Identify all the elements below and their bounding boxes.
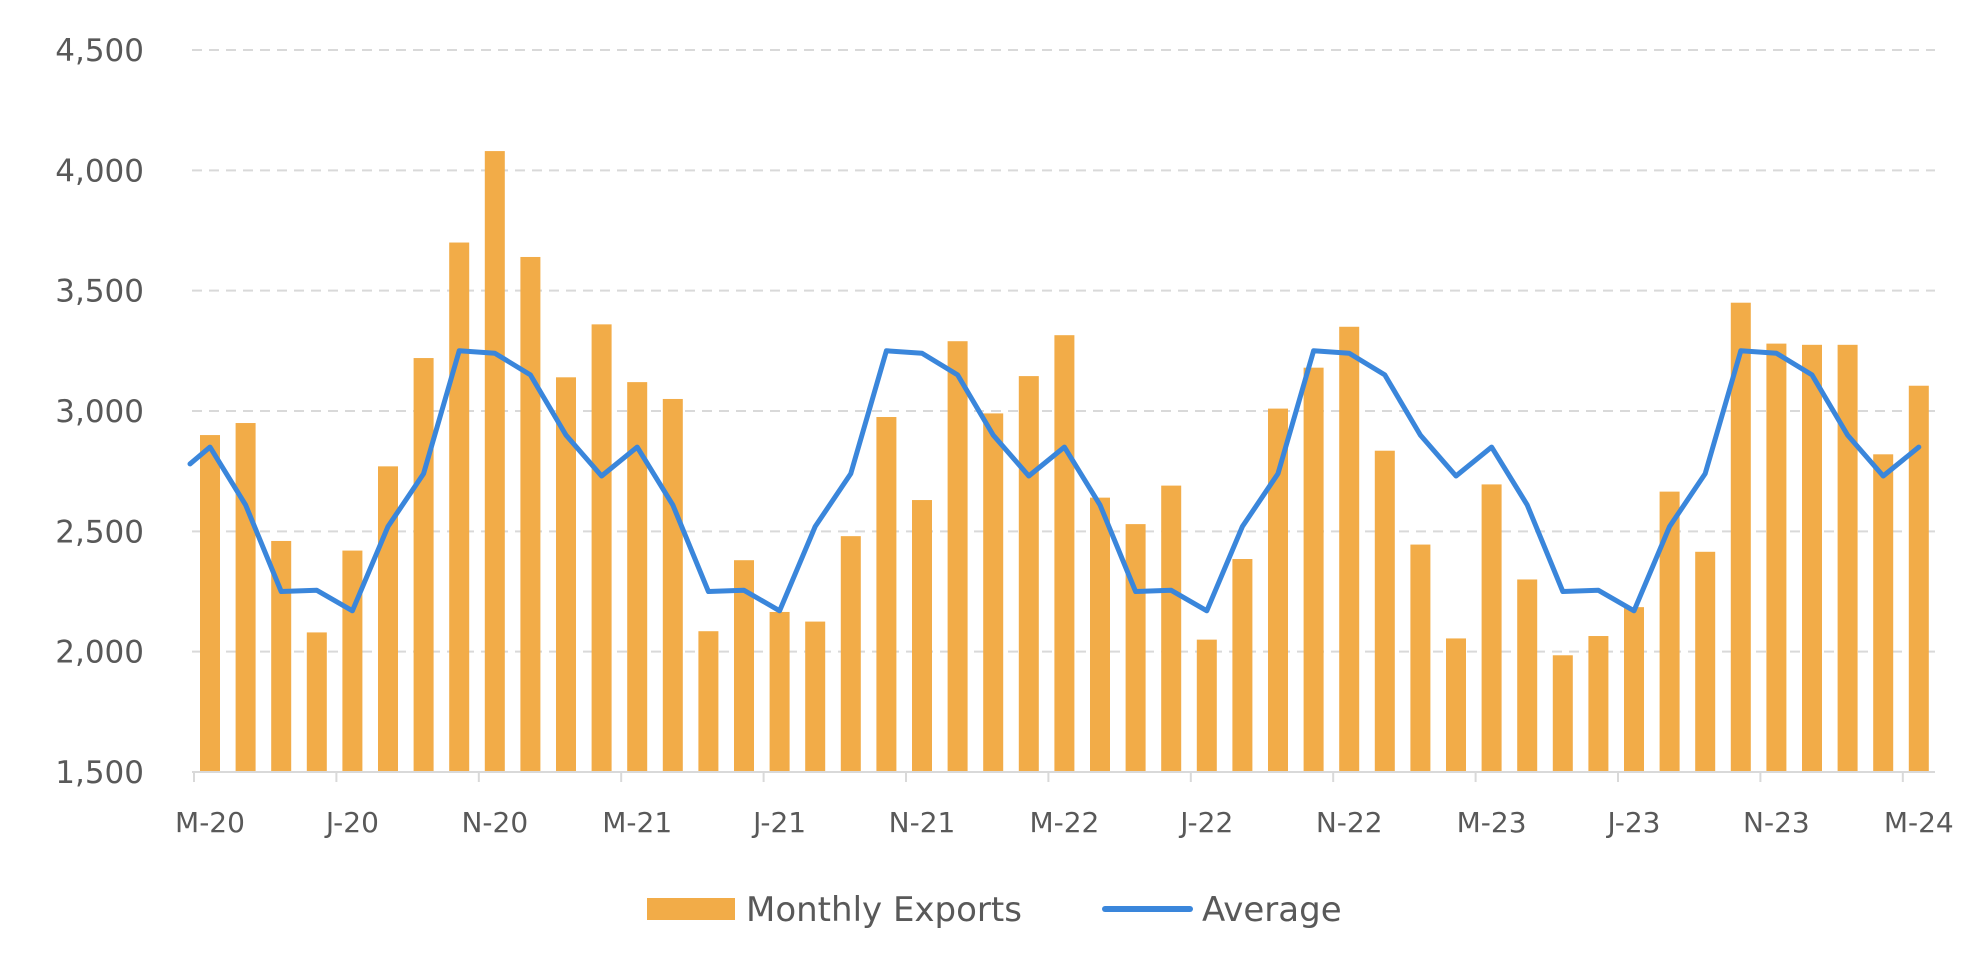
y-axis: 1,500 2,000 2,500 3,000 3,500 4,000 4,500 [55, 33, 144, 791]
bar-monthly-exports-2022-08 [1232, 559, 1253, 772]
bar-monthly-exports-2021-02 [591, 324, 612, 772]
bar-monthly-exports-2023-08 [1659, 491, 1680, 772]
bar-monthly-exports-2021-03 [627, 382, 648, 772]
bar-monthly-exports-2021-11 [912, 500, 932, 772]
bar-monthly-exports-2021-09 [840, 536, 861, 772]
average-line-group [187, 348, 1922, 614]
bar-monthly-exports-2021-10 [876, 417, 897, 772]
bar-monthly-exports-2020-04 [235, 423, 256, 772]
legend-label-average: Average [1202, 890, 1342, 930]
y-tick-label: 1,500 [55, 755, 144, 791]
bar-monthly-exports-2020-12 [520, 256, 541, 772]
bar-monthly-exports-2022-05 [1125, 524, 1146, 772]
x-tick-label: M-22 [1029, 806, 1099, 839]
bar-monthly-exports-2022-12 [1374, 450, 1395, 772]
x-tick-label: J-23 [1606, 806, 1661, 839]
bar-monthly-exports-2023-01 [1410, 544, 1431, 772]
bar-monthly-exports-2022-02 [1018, 376, 1039, 772]
x-axis: M-20 J-20 N-20 M-21 J-21 N-21 M-22 J-22 N-22 M-23… [175, 771, 1954, 839]
x-tick-label: N-21 [889, 806, 956, 839]
y-tick-label: 4,500 [55, 33, 144, 69]
y-tick-label: 3,000 [55, 394, 144, 430]
bar-monthly-exports-2022-03 [1054, 335, 1075, 772]
bar-monthly-exports-2022-11 [1339, 326, 1360, 772]
bar-monthly-exports-2020-03 [200, 435, 220, 772]
x-tick-label: M-20 [175, 806, 245, 839]
bar-monthly-exports-2020-10 [449, 242, 470, 773]
bar-monthly-exports-2022-01 [983, 413, 1004, 772]
bar-monthly-exports-2023-12 [1802, 344, 1822, 772]
bar-monthly-exports-2020-06 [306, 632, 327, 772]
y-tick-label: 2,000 [55, 635, 144, 671]
y-tick-label: 2,500 [55, 514, 144, 550]
bar-monthly-exports-2021-07 [769, 611, 790, 772]
x-tick-label: J-20 [324, 806, 379, 839]
monthly-exports-bars [200, 151, 1929, 773]
x-tick-label: J-21 [751, 806, 806, 839]
bar-monthly-exports-2024-03 [1908, 385, 1929, 772]
legend-label-monthly-exports: Monthly Exports [746, 890, 1022, 930]
bar-monthly-exports-2020-09 [413, 358, 434, 772]
x-tick-label: N-23 [1743, 806, 1810, 839]
bar-monthly-exports-2023-11 [1766, 343, 1787, 772]
bar-monthly-exports-2021-12 [947, 341, 968, 772]
legend-swatch-monthly-exports [647, 898, 735, 920]
bar-monthly-exports-2022-07 [1196, 639, 1217, 772]
y-tick-label: 4,000 [55, 153, 144, 189]
x-tick-label: J-22 [1178, 806, 1233, 839]
x-tick-label: M-21 [602, 806, 672, 839]
bar-monthly-exports-2023-03 [1481, 484, 1502, 772]
bar-monthly-exports-2020-11 [484, 151, 505, 772]
bar-monthly-exports-2022-06 [1161, 485, 1182, 772]
bar-monthly-exports-2021-01 [556, 377, 576, 772]
bar-monthly-exports-2021-06 [734, 560, 754, 772]
bar-monthly-exports-2023-05 [1552, 655, 1573, 772]
x-tick-label: N-20 [461, 806, 528, 839]
average-line [187, 348, 1922, 614]
bar-monthly-exports-2020-05 [271, 540, 292, 772]
x-tick-label: M-23 [1457, 806, 1527, 839]
bar-monthly-exports-2023-07 [1624, 607, 1644, 772]
bar-monthly-exports-2022-04 [1090, 497, 1110, 772]
bar-monthly-exports-2020-07 [342, 550, 363, 772]
bar-monthly-exports-2022-09 [1268, 408, 1288, 772]
bar-monthly-exports-2021-08 [805, 621, 826, 772]
y-tick-label: 3,500 [55, 274, 144, 310]
x-tick-label: N-22 [1316, 806, 1383, 839]
bar-monthly-exports-2023-06 [1588, 636, 1609, 772]
bar-monthly-exports-2021-04 [662, 398, 683, 772]
bar-monthly-exports-2023-04 [1517, 579, 1538, 772]
bar-monthly-exports-2023-10 [1730, 302, 1751, 772]
bar-monthly-exports-2024-02 [1873, 454, 1894, 772]
x-tick-label: M-24 [1884, 806, 1954, 839]
bar-monthly-exports-2023-09 [1695, 551, 1716, 772]
bar-monthly-exports-2022-10 [1303, 367, 1324, 772]
bar-monthly-exports-2023-02 [1446, 638, 1466, 772]
bar-monthly-exports-2024-01 [1837, 344, 1858, 772]
legend: Monthly Exports Average [647, 890, 1342, 930]
bar-monthly-exports-2021-05 [698, 631, 719, 772]
